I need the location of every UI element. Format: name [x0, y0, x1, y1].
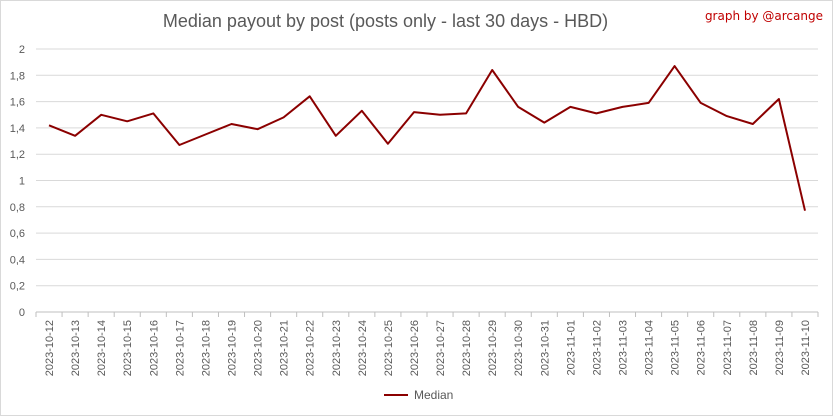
x-tick-label: 2023-10-17	[174, 320, 186, 376]
x-tick-label: 2023-10-23	[331, 320, 343, 376]
y-tick-label: 0,6	[10, 228, 25, 240]
x-tick-label: 2023-11-10	[800, 320, 812, 375]
x-tick-label: 2023-11-03	[618, 320, 630, 375]
x-tick-label: 2023-11-05	[670, 320, 682, 375]
legend: Median	[384, 388, 453, 402]
x-tick-label: 2023-10-26	[409, 320, 421, 376]
x-tick-label: 2023-11-07	[722, 320, 734, 375]
chart-title: Median payout by post (posts only - last…	[162, 11, 609, 31]
x-tick-label: 2023-10-16	[148, 320, 160, 376]
legend-label-median: Median	[414, 388, 454, 402]
x-tick-label: 2023-10-13	[70, 320, 82, 376]
x-tick-label: 2023-10-28	[461, 320, 473, 376]
x-axis: 2023-10-12 2023-10-13 2023-10-14 2023-10-15…	[35, 312, 819, 376]
x-tick-label: 2023-10-19	[227, 320, 239, 376]
legend-swatch-median	[384, 394, 408, 396]
y-tick-label: 2	[19, 44, 25, 56]
x-tick-label: 2023-10-27	[435, 320, 447, 376]
y-tick-label: 1	[19, 176, 25, 188]
x-tick-label: 2023-11-08	[748, 320, 760, 375]
x-tick-label: 2023-11-04	[644, 320, 656, 375]
y-tick-label: 0	[19, 307, 25, 319]
x-tick-label: 2023-10-14	[96, 320, 108, 376]
y-tick-label: 0,4	[10, 254, 25, 266]
x-tick-label: 2023-10-21	[279, 320, 291, 376]
y-tick-label: 0,8	[10, 202, 25, 214]
y-axis: 0 0,2 0,4 0,6 0,8 1 1,2 1,4 1,6 1,8 2	[10, 44, 25, 319]
x-tick-label: 2023-10-24	[357, 320, 369, 376]
x-tick-label: 2023-10-25	[383, 320, 395, 376]
x-tick-label: 2023-11-01	[565, 320, 577, 375]
y-tick-label: 1,4	[10, 123, 25, 135]
x-tick-label: 2023-10-29	[487, 320, 499, 376]
y-tick-label: 0,2	[10, 281, 25, 293]
gridlines	[36, 48, 818, 313]
x-tick-label: 2023-10-31	[539, 320, 551, 376]
x-tick-label: 2023-10-20	[253, 320, 265, 376]
series-line-median	[48, 65, 806, 211]
x-tick-label: 2023-11-02	[591, 320, 603, 375]
series-group	[48, 65, 806, 211]
x-tick-label: 2023-10-30	[513, 320, 525, 376]
x-tick-label: 2023-10-15	[122, 320, 134, 376]
x-tick-label: 2023-11-06	[696, 320, 708, 375]
x-tick-label: 2023-10-18	[200, 320, 212, 376]
y-tick-label: 1,8	[10, 70, 25, 82]
x-tick-label: 2023-10-12	[44, 320, 56, 376]
y-tick-label: 1,6	[10, 97, 25, 109]
x-tick-label: 2023-10-22	[305, 320, 317, 376]
x-tick-label: 2023-11-09	[774, 320, 786, 375]
y-tick-label: 1,2	[10, 149, 25, 161]
chart-credit: graph by @arcange	[704, 9, 823, 23]
